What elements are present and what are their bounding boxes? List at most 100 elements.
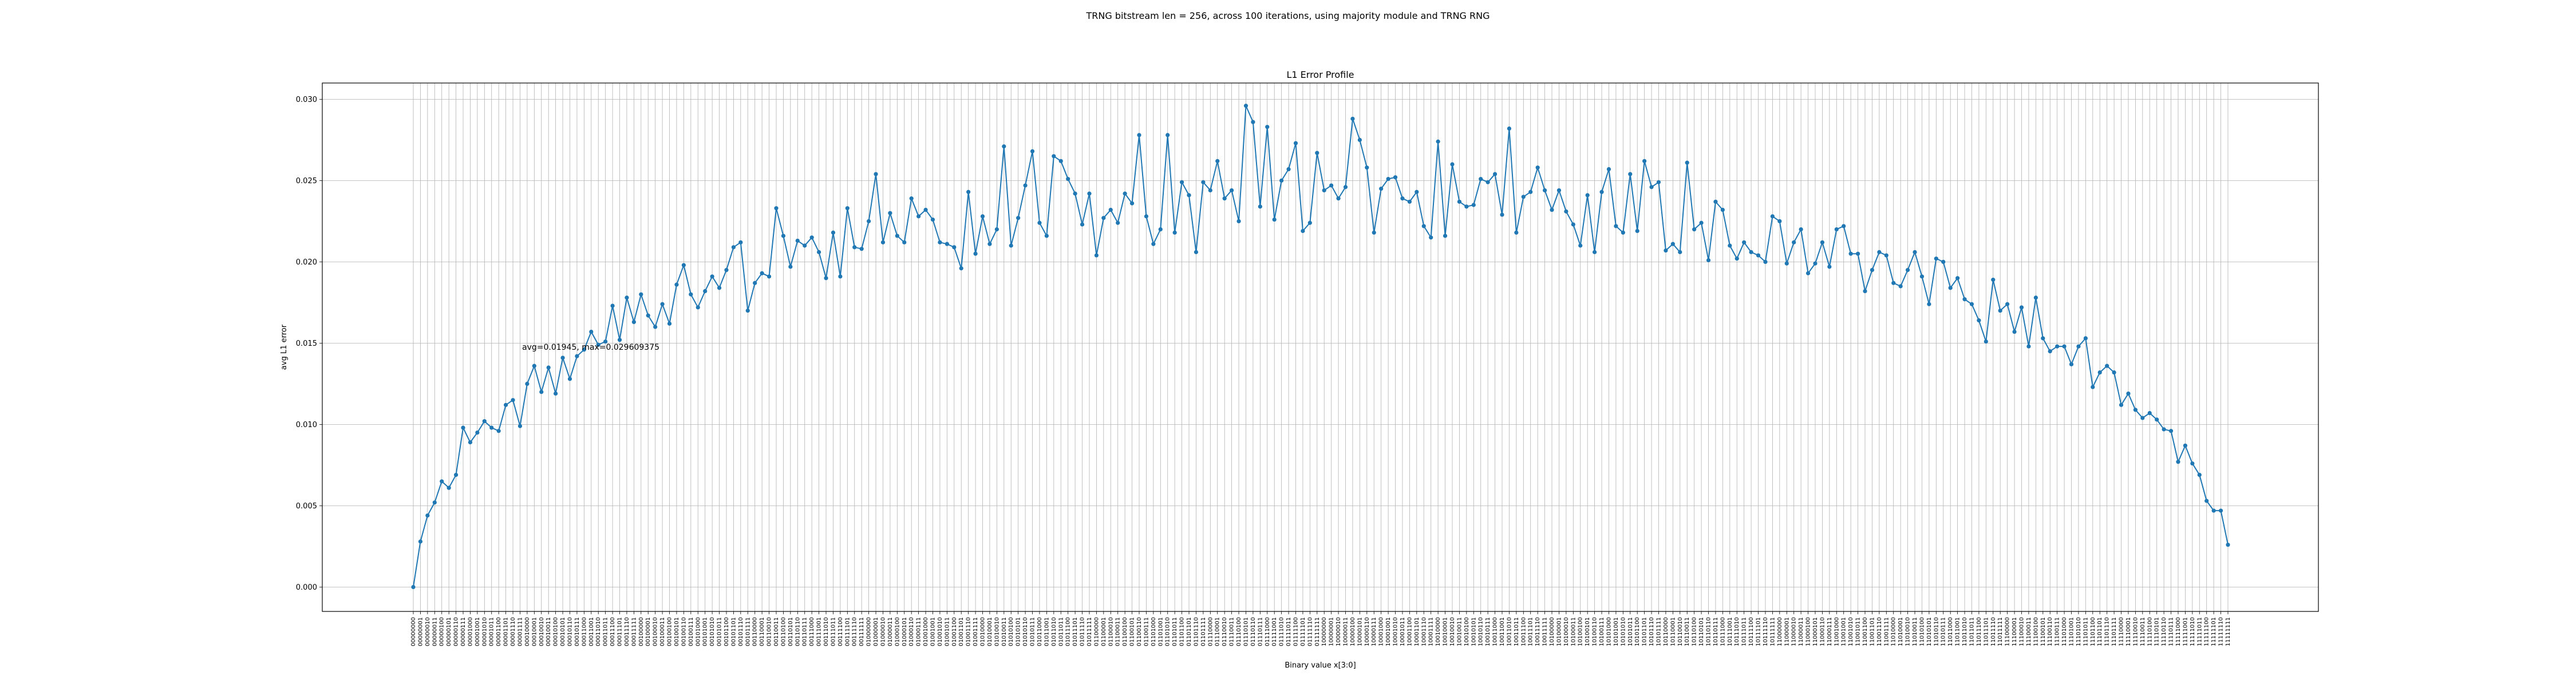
data-point xyxy=(1365,165,1369,170)
x-tick-label: 01111000 xyxy=(1265,617,1271,646)
x-tick-label: 01001111 xyxy=(973,617,979,646)
data-point xyxy=(2140,416,2145,420)
data-point xyxy=(1528,189,1533,194)
data-point xyxy=(760,271,764,275)
data-point xyxy=(1450,162,1455,167)
x-tick-label: 01111011 xyxy=(1286,617,1292,646)
data-point xyxy=(1052,154,1056,159)
x-tick-label: 01010110 xyxy=(1022,617,1029,646)
x-tick-label: 11010100 xyxy=(1919,617,1925,646)
x-tick-label: 01100011 xyxy=(1115,617,1121,646)
x-tick-label: 10010011 xyxy=(1456,617,1463,646)
data-point xyxy=(816,250,821,254)
x-tick-label: 01000001 xyxy=(873,617,879,646)
x-tick-layer: 00000000 00000001 00000010 00000011 00000100… xyxy=(410,611,2231,646)
data-point xyxy=(1230,188,1234,193)
data-point xyxy=(987,242,992,246)
x-tick-label: 01000100 xyxy=(894,617,900,646)
data-point xyxy=(767,274,772,279)
data-point xyxy=(2133,408,2138,412)
data-point xyxy=(525,381,530,386)
data-point xyxy=(724,268,729,273)
x-tick-label: 10010110 xyxy=(1478,617,1484,646)
data-point xyxy=(1357,137,1362,142)
data-point xyxy=(504,402,508,407)
data-point xyxy=(1877,250,1882,254)
x-tick-label: 11001101 xyxy=(1869,617,1875,646)
data-point xyxy=(845,206,850,211)
x-tick-label: 11010101 xyxy=(1926,617,1933,646)
data-point xyxy=(1542,188,1547,193)
x-tick-label: 00010101 xyxy=(560,617,566,646)
x-tick-label: 00000001 xyxy=(417,617,424,646)
data-point xyxy=(546,365,551,370)
y-tick-label: 0.005 xyxy=(296,502,317,511)
x-tick-label: 00011100 xyxy=(610,617,616,646)
x-tick-label: 11000100 xyxy=(1805,617,1812,646)
data-point xyxy=(1969,302,1974,306)
x-tick-label: 00111101 xyxy=(844,617,851,646)
x-tick-label: 11011000 xyxy=(1947,617,1954,646)
data-point xyxy=(1144,214,1149,219)
data-point xyxy=(774,206,779,211)
x-tick-label: 10011100 xyxy=(1520,617,1527,646)
data-point xyxy=(1593,250,1597,254)
data-point xyxy=(1179,180,1184,184)
data-point xyxy=(1635,228,1639,234)
data-point xyxy=(1265,125,1270,129)
data-point xyxy=(461,425,465,430)
x-tick-label: 10000000 xyxy=(1321,617,1327,646)
data-point xyxy=(2119,402,2124,407)
x-tick-label: 00001010 xyxy=(481,617,488,646)
data-point xyxy=(1236,219,1241,223)
data-point xyxy=(880,240,886,244)
data-point xyxy=(589,329,594,334)
data-point xyxy=(1393,175,1398,180)
x-tick-label: 00110100 xyxy=(780,617,787,646)
x-tick-label: 10001010 xyxy=(1393,617,1399,646)
x-tick-label: 01101111 xyxy=(1200,617,1207,646)
x-tick-label: 10111101 xyxy=(1756,617,1762,646)
x-tick-label: 10110001 xyxy=(1670,617,1676,646)
data-point xyxy=(1550,207,1554,212)
data-point xyxy=(1030,149,1035,153)
data-point xyxy=(2204,499,2209,503)
x-tick-label: 00000010 xyxy=(425,617,431,646)
data-point xyxy=(554,391,558,396)
data-point xyxy=(1763,259,1768,264)
x-tick-label: 00101001 xyxy=(702,617,709,646)
x-tick-label: 10000001 xyxy=(1329,617,1335,646)
data-point xyxy=(1137,133,1141,137)
data-point xyxy=(475,431,480,435)
data-point xyxy=(795,238,800,243)
series-line xyxy=(413,105,2229,587)
data-point xyxy=(930,217,935,222)
x-tick-label: 11100000 xyxy=(2005,617,2011,646)
x-tick-label: 01001011 xyxy=(944,617,950,646)
x-tick-label: 01010011 xyxy=(1001,617,1008,646)
data-point xyxy=(2105,364,2109,368)
data-point xyxy=(1436,139,1440,144)
data-point xyxy=(1564,209,1568,214)
data-point xyxy=(1058,159,1063,163)
x-tick-label: 10001000 xyxy=(1378,617,1385,646)
x-tick-label: 11010000 xyxy=(1891,617,1897,646)
figure-suptitle: TRNG bitstream len = 256, across 100 ite… xyxy=(1086,10,1490,21)
data-point xyxy=(1201,180,1206,184)
data-point xyxy=(888,211,892,215)
data-point xyxy=(867,219,871,223)
x-tick-label: 00101100 xyxy=(724,617,730,646)
x-tick-label: 01110010 xyxy=(1222,617,1228,646)
data-point xyxy=(1407,199,1412,204)
x-tick-label: 01100110 xyxy=(1136,617,1143,646)
x-tick-label: 11110101 xyxy=(2154,617,2160,646)
x-axis-label: Binary value x[3:0] xyxy=(1285,661,1356,670)
data-point xyxy=(453,472,459,477)
x-tick-label: 10010001 xyxy=(1443,617,1449,646)
x-tick-label: 01110001 xyxy=(1215,617,1221,646)
x-tick-label: 01100111 xyxy=(1143,617,1149,646)
y-axis-label: avg L1 error xyxy=(280,324,289,370)
data-point xyxy=(1187,193,1191,198)
x-tick-label: 11101000 xyxy=(2061,617,2068,646)
data-point xyxy=(1471,203,1476,207)
